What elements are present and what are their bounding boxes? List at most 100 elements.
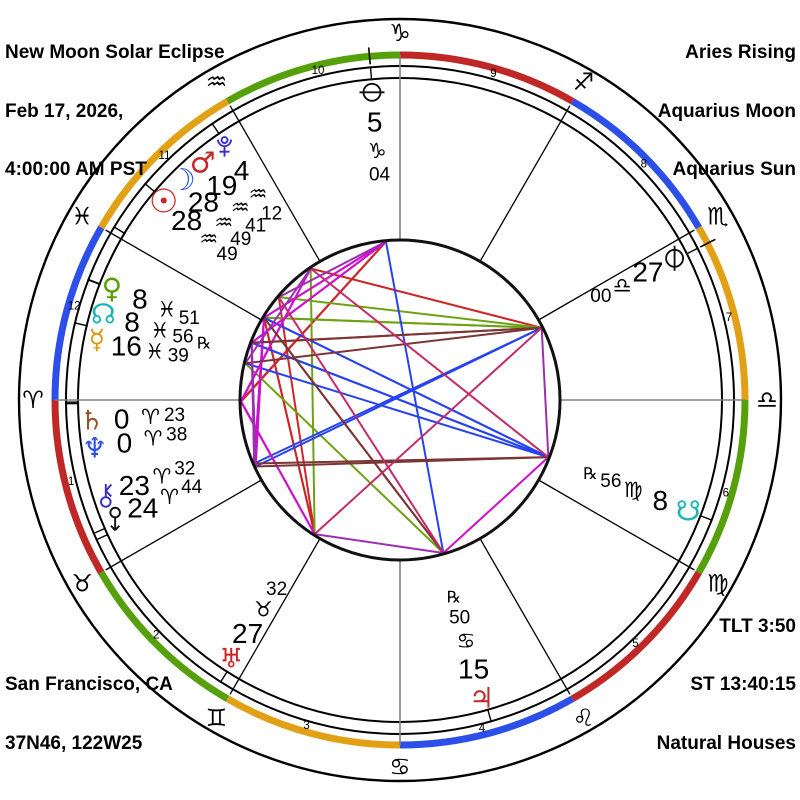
aspect-line-semisquare-eris-venus — [250, 342, 257, 467]
planet-glyph-midheaven — [665, 245, 685, 271]
house-number-9: 9 — [490, 68, 496, 80]
planet-minutes-ascendant: 04 — [369, 164, 391, 185]
planet-degrees-venus: 8 — [132, 284, 148, 315]
planet-glyph-eris — [109, 506, 121, 531]
planet-sign-venus: ♓ — [158, 298, 177, 322]
house-number-4: 4 — [479, 723, 486, 735]
planet-minutes-north-node: 56 — [172, 326, 193, 347]
planet-minutes-eris: 44 — [181, 477, 203, 498]
house-cusp-line-9 — [479, 105, 571, 262]
zodiac-ring-glyph-aquarius: ♒ — [206, 68, 228, 96]
sign-arc-capricorn — [225, 51, 401, 105]
aspect-line-quincunx-uranus-midheaven — [313, 327, 543, 535]
coordinates-label: 37N46, 122W25 — [5, 732, 143, 754]
planet-sign-moon: ♒ — [214, 211, 233, 235]
retrograde-marker-south-node: ℞ — [583, 464, 597, 483]
planet-minutes-jupiter: 50 — [449, 607, 470, 628]
planet-minutes-neptune: 38 — [166, 424, 187, 445]
planet-degrees-saturn: 0 — [114, 403, 130, 434]
house-number-12: 12 — [68, 301, 81, 313]
position-tick-north-node — [87, 278, 101, 286]
planet-degrees-mars: 19 — [206, 170, 237, 201]
sign-arc-cancer — [399, 695, 575, 749]
rising-sign-label: Aries Rising — [685, 42, 796, 63]
planet-degrees-chiron: 23 — [119, 470, 150, 501]
planet-sign-pluto: ♒ — [249, 182, 268, 206]
aspect-line-trine-mercury-jupiter — [244, 362, 445, 554]
local-time-label: TLT 3:50 — [719, 615, 796, 637]
house-number-7: 7 — [726, 312, 732, 324]
position-tick-eris — [95, 533, 109, 541]
planet-minutes-south-node: 56 — [600, 471, 621, 492]
planet-degrees-uranus: 27 — [232, 618, 263, 649]
inner-circle — [238, 238, 562, 562]
aspect-line-square-neptune-ascendant — [240, 240, 387, 403]
aspect-line-quincunx-pluto-south-node — [310, 267, 549, 458]
chart-title: New Moon Solar Eclipse — [5, 42, 225, 63]
planet-degrees-sun: 28 — [171, 205, 202, 236]
planet-sign-ascendant: ♑ — [368, 139, 387, 163]
aspect-line-opposition-north-node-south-node — [251, 341, 549, 459]
zodiac-ring-glyph-libra: ♎ — [756, 386, 778, 414]
position-tick-jupiter — [486, 708, 493, 723]
aspect-line-opposition-jupiter-ascendant — [384, 241, 445, 554]
aspect-line-square-pluto-midheaven — [310, 267, 542, 329]
planet-glyph-ascendant — [359, 82, 385, 102]
aspect-line-semisquare-south-node-midheaven — [540, 327, 550, 458]
planet-glyph-pluto — [217, 136, 232, 157]
sign-arc-scorpio — [570, 98, 702, 230]
house-cusp-line-12 — [105, 229, 262, 321]
house-number-8: 8 — [641, 159, 647, 171]
position-tick-pluto — [211, 122, 221, 135]
aspect-line-semisquare-jupiter-uranus — [314, 533, 444, 554]
planet-sign-chiron: ♈ — [153, 464, 172, 488]
planet-minutes-sun: 49 — [217, 244, 238, 265]
planet-degrees-mercury: 16 — [111, 330, 142, 361]
chart-header-right: Aries Rising Aquarius Moon Aquarius Sun — [658, 4, 796, 219]
house-cusp-line-6 — [538, 479, 695, 571]
house-number-11: 11 — [159, 150, 171, 162]
chart-time: 4:00:00 AM PST — [5, 159, 147, 180]
house-number-5: 5 — [632, 638, 638, 650]
planet-glyph-venus: ♀ — [102, 272, 123, 305]
sign-arc-sagittarius — [399, 51, 575, 105]
house-number-1: 1 — [68, 476, 74, 488]
position-tick-sun — [113, 225, 126, 235]
planet-minutes-venus: 51 — [179, 308, 200, 329]
house-cusp-line-2 — [105, 479, 262, 571]
aspect-line-sesquiquadrate-mercury-midheaven — [245, 326, 542, 365]
planet-degrees-moon: 28 — [188, 187, 219, 218]
planet-glyph-north-node: ☊ — [91, 297, 116, 330]
house-system-label: Natural Houses — [656, 732, 796, 754]
chart-date: Feb 17, 2026, — [5, 100, 124, 122]
house-number-2: 2 — [153, 629, 159, 641]
planet-minutes-moon: 49 — [230, 229, 251, 250]
planet-glyph-moon: ☽ — [169, 163, 196, 198]
planet-degrees-midheaven: 27 — [632, 257, 663, 288]
aspect-line-sesquiquadrate-north-node-midheaven — [251, 326, 542, 344]
planet-degrees-north-node: 8 — [124, 307, 140, 338]
moon-sign-label: Aquarius Moon — [657, 100, 796, 122]
planet-sign-uranus: ♉ — [254, 597, 273, 621]
retrograde-marker-north-node: ℞ — [197, 334, 211, 353]
location-label: San Francisco, CA — [5, 674, 173, 695]
position-tick-midheaven — [685, 247, 699, 255]
sign-arc-taurus — [98, 570, 230, 702]
planet-sign-midheaven: ♎ — [613, 273, 632, 297]
outer-circle — [17, 17, 783, 783]
planet-glyph-uranus: ♅ — [219, 643, 243, 674]
chart-header-left: New Moon Solar Eclipse Feb 17, 2026, 4:0… — [5, 4, 225, 219]
planet-glyph-neptune: ♆ — [82, 431, 107, 464]
planet-glyph-mars: ♂ — [190, 145, 216, 179]
planet-sign-mars: ♒ — [231, 196, 250, 220]
position-tick-mercury — [73, 321, 88, 327]
planet-sign-sun: ♒ — [199, 227, 218, 251]
sign-arc-libra — [695, 225, 749, 401]
planet-sign-jupiter: ♋ — [457, 629, 476, 653]
house-cusp-line-5 — [479, 538, 571, 695]
zodiac-ring-glyph-leo: ♌ — [573, 704, 595, 732]
sign-arc-aquarius — [98, 98, 230, 230]
planet-minutes-pluto: 12 — [261, 203, 282, 224]
planet-minutes-mercury: 39 — [168, 346, 189, 367]
